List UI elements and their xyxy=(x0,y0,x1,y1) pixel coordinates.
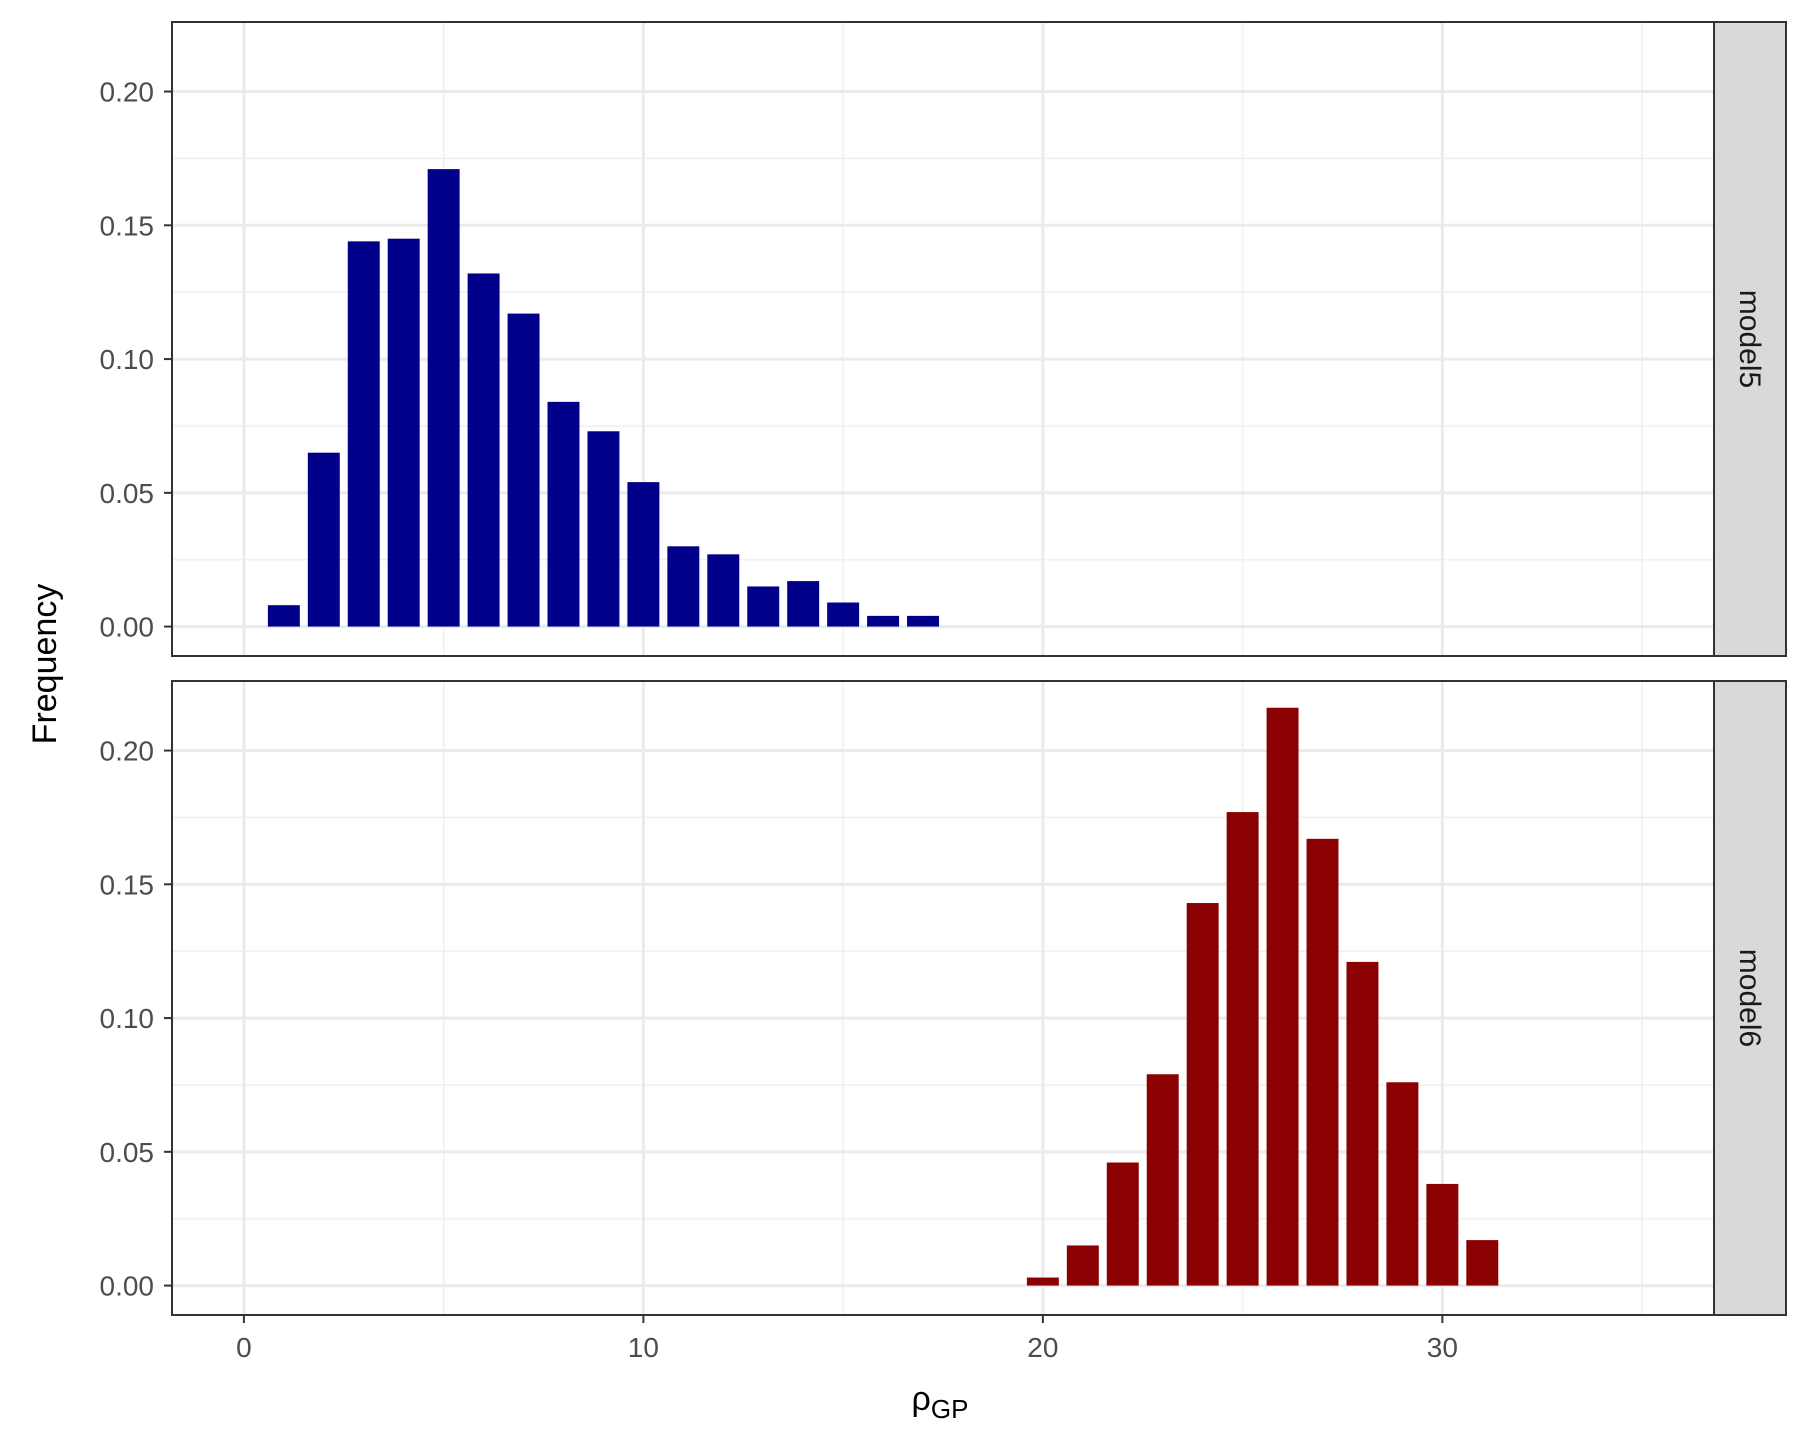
bar xyxy=(1426,1183,1459,1286)
x-tick-label: 20 xyxy=(1027,1332,1058,1363)
bar xyxy=(867,615,900,627)
y-tick-label: 0.15 xyxy=(100,210,155,241)
bar xyxy=(507,313,540,627)
bar xyxy=(467,273,500,627)
bar xyxy=(1146,1074,1179,1286)
y-axis-model6: 0.00 0.05 0.10 0.15 0.20 xyxy=(100,736,172,1302)
bar xyxy=(1266,707,1299,1286)
bar xyxy=(1066,1245,1099,1286)
facet-strip-label: model6 xyxy=(1733,949,1766,1047)
x-tick-label: 10 xyxy=(628,1332,659,1363)
y-tick-label: 0.00 xyxy=(100,612,155,643)
bar xyxy=(747,586,780,627)
bar xyxy=(1186,903,1219,1286)
x-tick-label: 30 xyxy=(1427,1332,1458,1363)
y-tick-label: 0.20 xyxy=(100,77,155,108)
y-axis-model5: 0.00 0.05 0.10 0.15 0.20 xyxy=(100,77,172,643)
x-tick-label: 0 xyxy=(236,1332,252,1363)
x-axis-title-symbol: ρ xyxy=(912,1380,931,1418)
facet-panels: 0.000.050.100.150.20model50.000.050.100.… xyxy=(100,21,1787,1316)
y-tick-label: 0.10 xyxy=(100,1003,155,1034)
bar xyxy=(1466,1240,1499,1286)
y-axis-title: Frequency xyxy=(26,584,64,745)
bar xyxy=(627,482,660,627)
x-axis: 0 10 20 30 xyxy=(236,1315,1458,1363)
bar xyxy=(307,452,340,627)
y-tick-label: 0.00 xyxy=(100,1271,155,1302)
y-tick-label: 0.05 xyxy=(100,1137,155,1168)
x-axis-title-subscript: GP xyxy=(931,1394,969,1424)
y-tick-label: 0.10 xyxy=(100,344,155,375)
bar xyxy=(707,554,740,627)
bar xyxy=(667,546,700,627)
bar xyxy=(427,169,460,627)
facet-panel-model5: 0.00 0.05 0.10 0.15 0.20 model5 xyxy=(100,21,1787,657)
bar xyxy=(347,241,380,627)
bar xyxy=(1306,838,1339,1286)
bar xyxy=(587,431,620,627)
panel-background xyxy=(172,681,1714,1315)
bar xyxy=(387,238,420,627)
bars-model5 xyxy=(267,169,940,627)
bar xyxy=(267,605,300,627)
y-tick-label: 0.05 xyxy=(100,478,155,509)
facet-strip xyxy=(1713,21,1787,657)
bar xyxy=(1106,1162,1139,1286)
bar xyxy=(1226,812,1259,1286)
bar xyxy=(1386,1082,1419,1286)
bar xyxy=(827,602,860,627)
bar xyxy=(1346,961,1379,1286)
facet-strip xyxy=(1713,680,1787,1316)
bar xyxy=(547,401,580,627)
facet-panel-model6: 0.00 0.05 0.10 0.15 0.20 model6 xyxy=(100,680,1787,1316)
bar xyxy=(787,581,820,627)
x-axis-title: ρGP xyxy=(912,1380,969,1424)
bar xyxy=(1026,1277,1059,1286)
y-tick-label: 0.15 xyxy=(100,869,155,900)
bars-model6 xyxy=(1026,707,1499,1286)
y-tick-label: 0.20 xyxy=(100,736,155,767)
bar xyxy=(907,615,940,627)
facet-strip-label: model5 xyxy=(1733,290,1766,388)
